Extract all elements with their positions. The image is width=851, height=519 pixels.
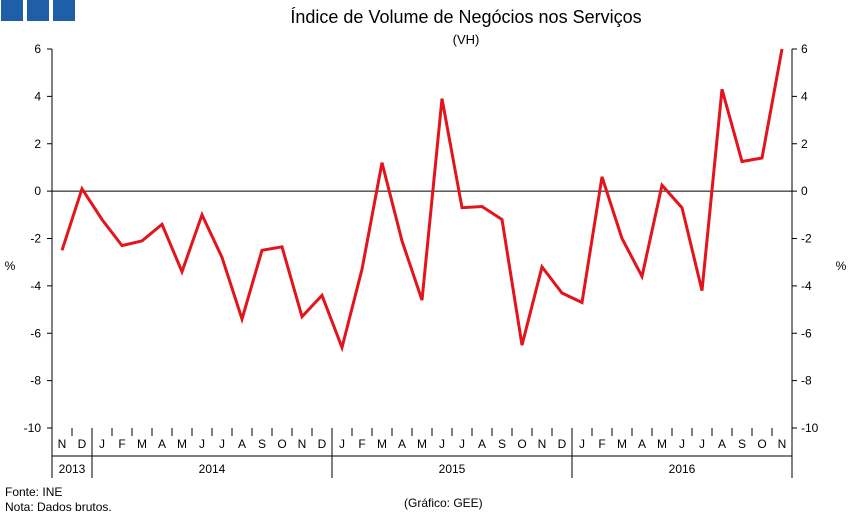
y-tick-label-right: 2 (801, 137, 808, 151)
x-month-label: J (439, 437, 445, 451)
y-tick-label-left: -4 (30, 279, 41, 293)
x-month-label: N (58, 437, 67, 451)
x-month-label: M (177, 437, 187, 451)
chart-subtitle: (VH) (453, 32, 480, 47)
y-tick-label-left: -2 (30, 232, 41, 246)
x-month-label: J (199, 437, 205, 451)
x-month-label: O (517, 437, 526, 451)
chart: Índice de Volume de Negócios nos Serviço… (5, 7, 847, 478)
logo-block-1 (1, 0, 23, 21)
x-month-label: D (318, 437, 327, 451)
x-month-label: A (158, 437, 166, 451)
y-tick-label-left: -6 (30, 326, 41, 340)
x-month-label: J (99, 437, 105, 451)
x-month-label: A (638, 437, 646, 451)
x-month-label: M (417, 437, 427, 451)
x-month-label: N (298, 437, 307, 451)
x-month-label: A (478, 437, 486, 451)
y-tick-label-right: -6 (801, 326, 812, 340)
logo-block-2 (27, 0, 49, 21)
x-month-label: J (339, 437, 345, 451)
x-month-label: J (459, 437, 465, 451)
y-tick-label-right: 6 (801, 42, 808, 56)
x-month-label: J (699, 437, 705, 451)
x-month-label: M (657, 437, 667, 451)
y-tick-label-left: -8 (30, 374, 41, 388)
x-month-label: D (558, 437, 567, 451)
y-tick-label-right: 4 (801, 89, 808, 103)
x-month-label: S (738, 437, 746, 451)
x-year-label: 2015 (439, 462, 466, 476)
logo-block-3 (53, 0, 75, 21)
chart-title: Índice de Volume de Negócios nos Serviço… (290, 7, 641, 27)
x-month-label: A (718, 437, 726, 451)
y-tick-label-right: -8 (801, 374, 812, 388)
x-month-label: M (377, 437, 387, 451)
x-month-label: D (78, 437, 87, 451)
y-tick-label-left: 2 (34, 137, 41, 151)
x-year-label: 2016 (669, 462, 696, 476)
y-tick-label-left: -10 (24, 421, 42, 435)
x-month-label: A (238, 437, 246, 451)
x-year-label: 2013 (59, 462, 86, 476)
x-month-label: F (118, 437, 125, 451)
x-month-label: F (598, 437, 605, 451)
y-tick-label-right: -2 (801, 232, 812, 246)
series-line-vh (60, 48, 784, 353)
y-tick-label-right: -4 (801, 279, 812, 293)
x-month-label: F (358, 437, 365, 451)
x-month-label: N (778, 437, 787, 451)
x-month-label: J (219, 437, 225, 451)
y-axis-label-right: % (836, 259, 847, 273)
y-tick-label-right: 0 (801, 184, 808, 198)
x-year-label: 2014 (199, 462, 226, 476)
x-month-label: M (137, 437, 147, 451)
x-month-label: J (679, 437, 685, 451)
chart-credit: (Gráfico: GEE) (404, 496, 483, 510)
y-tick-label-right: -10 (801, 421, 819, 435)
x-month-label: A (398, 437, 406, 451)
x-month-label: M (617, 437, 627, 451)
x-month-label: S (498, 437, 506, 451)
y-axis-label-left: % (5, 259, 16, 273)
x-month-label: O (757, 437, 766, 451)
y-tick-label-left: 0 (34, 184, 41, 198)
y-tick-label-left: 4 (34, 89, 41, 103)
data-note: Nota: Dados brutos. (5, 500, 112, 514)
source-note: Fonte: INE (5, 485, 63, 499)
x-month-label: S (258, 437, 266, 451)
x-month-label: J (579, 437, 585, 451)
y-tick-label-left: 6 (34, 42, 41, 56)
x-month-label: O (277, 437, 286, 451)
x-month-label: N (538, 437, 547, 451)
